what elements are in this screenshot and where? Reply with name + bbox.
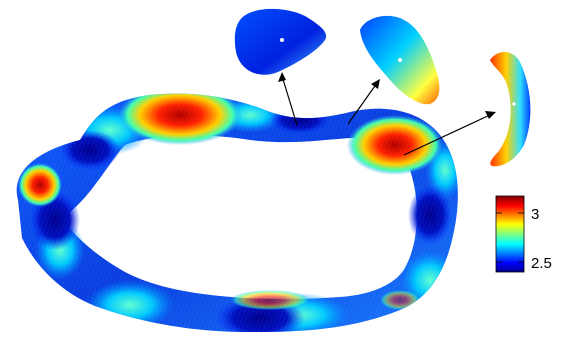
colorbar-min-label: 2.5 [531, 255, 552, 272]
colorbar-gradient [495, 195, 525, 273]
cross-section-1-axis [280, 38, 284, 42]
cross-section-3 [490, 51, 531, 167]
arrow-3 [403, 113, 493, 156]
cross-section-1 [234, 8, 327, 75]
arrow-1 [281, 75, 298, 126]
cross-section-3-axis [512, 102, 516, 106]
colorbar: 3 2.5 [495, 195, 552, 273]
arrow-2 [347, 82, 378, 125]
arrows [278, 72, 496, 156]
colorbar-max-label: 3 [531, 206, 539, 223]
cross-section-2-axis [398, 58, 402, 62]
